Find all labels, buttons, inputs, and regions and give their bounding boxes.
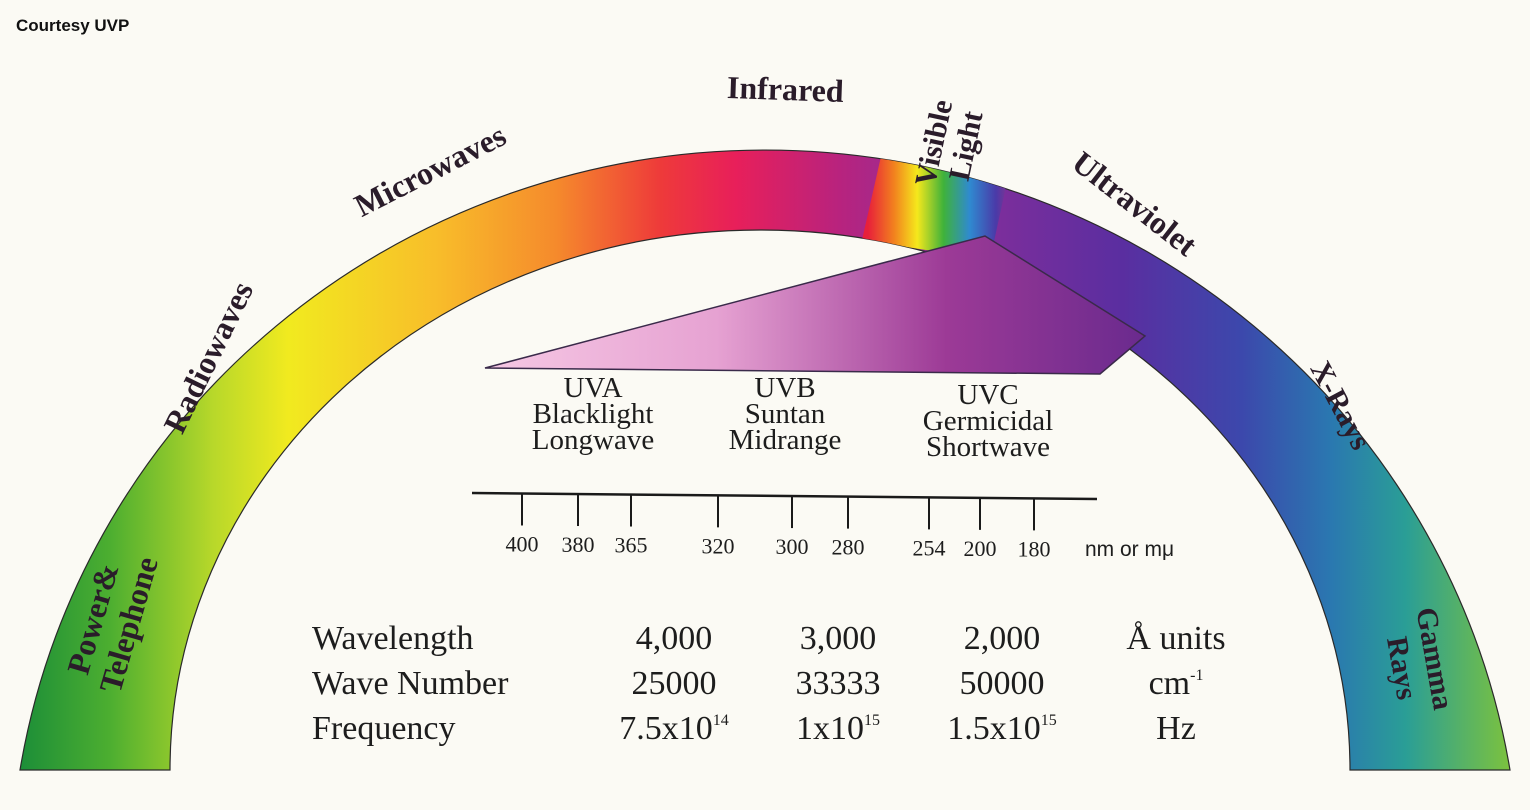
table-cell: 25000 [631, 664, 717, 702]
properties-table: Wavelength 4,000 3,000 2,000 Å units Wav… [312, 616, 1246, 751]
scale-unit-label: nm or mμ [1085, 538, 1175, 561]
unit-cell: Hz [1156, 709, 1196, 747]
uvc-line2: Germicidal [922, 405, 1054, 437]
scale-tick-label: 320 [702, 533, 735, 558]
uva-name: UVA [563, 372, 623, 404]
uvb-name: UVB [754, 372, 816, 404]
table-row-frequency: Frequency 7.5x1014 1x1015 1.5x1015 Hz [312, 706, 1246, 751]
uvb-line3: Midrange [728, 424, 842, 456]
wavelength-scale: 400 380 365 320 300 280 254 200 180 [471, 491, 1098, 561]
uvb-heading: UVB Suntan Midrange [690, 372, 880, 456]
scale-tick-label: 280 [832, 535, 865, 560]
unit-base: cm [1148, 664, 1191, 702]
scale-tick-label: 254 [913, 535, 946, 560]
scale-tick-label: 400 [506, 531, 539, 556]
uva-heading: UVA Blacklight Longwave [498, 372, 688, 456]
value-exponent: 15 [1040, 711, 1057, 729]
uvc-heading: UVC Germicidal Shortwave [893, 379, 1083, 463]
table-row-wavelength: Wavelength 4,000 3,000 2,000 Å units [312, 616, 1246, 661]
scale-axis-line [471, 491, 1098, 501]
row-label: Frequency [312, 709, 456, 747]
visible-light-segment [862, 150, 1040, 260]
row-label: Wave Number [312, 664, 509, 702]
uvc-name: UVC [957, 379, 1019, 411]
uva-line2: Blacklight [532, 398, 654, 430]
table-cell: 7.5x1014 [592, 706, 756, 751]
scale-tick-label: 300 [776, 534, 809, 559]
unit-cell: cm-1 [1084, 661, 1246, 706]
scale-tick-label: 200 [964, 536, 997, 561]
value-base: 1x10 [796, 709, 864, 747]
unit-exponent: -1 [1190, 666, 1204, 684]
table-cell: 3,000 [799, 619, 877, 657]
table-cell: 33333 [795, 664, 881, 702]
band-label-infrared: Infrared [726, 69, 844, 109]
uv-wedge [484, 235, 1147, 375]
table-cell: 50000 [959, 664, 1045, 702]
table-cell: 2,000 [963, 619, 1041, 657]
spectrum-arc [19, 149, 1511, 771]
value-base: 7.5x10 [619, 709, 713, 747]
table-row-wave-number: Wave Number 25000 33333 50000 cm-1 [312, 661, 1246, 706]
scale-tick-label: 180 [1018, 536, 1051, 561]
value-base: 1.5x10 [947, 709, 1041, 747]
row-label: Wavelength [312, 619, 474, 657]
uva-line3: Longwave [531, 424, 655, 456]
courtesy-credit: Courtesy UVP [16, 16, 130, 35]
value-exponent: 15 [864, 711, 880, 729]
table-cell: 4,000 [635, 619, 713, 657]
unit-cell: Å units [1126, 619, 1226, 657]
scale-tick-label: 380 [562, 532, 595, 557]
uvc-line3: Shortwave [925, 431, 1051, 463]
table-cell: 1.5x1015 [920, 706, 1084, 751]
scale-tick-label: 365 [615, 533, 648, 558]
scale-ticks: 400 380 365 320 300 280 254 200 180 [506, 493, 1051, 561]
table-cell: 1x1015 [756, 706, 920, 751]
value-exponent: 14 [712, 711, 729, 729]
uvb-line2: Suntan [744, 398, 826, 430]
